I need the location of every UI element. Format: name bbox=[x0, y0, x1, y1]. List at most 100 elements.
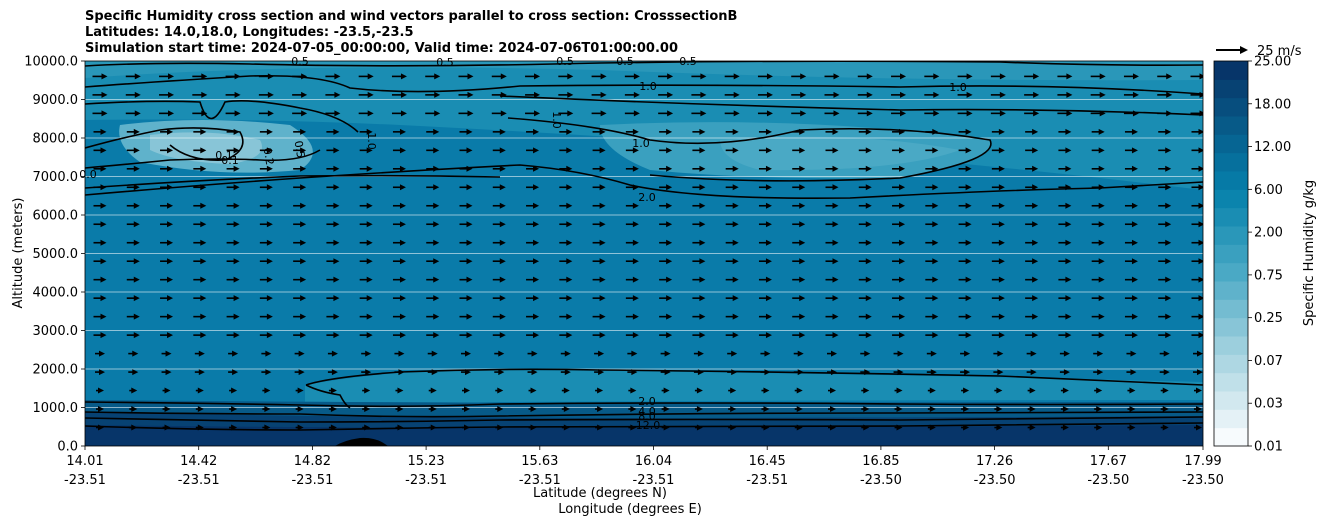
contour-label: 8.0 bbox=[638, 410, 656, 423]
wind-vector-arrow bbox=[1025, 128, 1039, 135]
wind-vector-arrow bbox=[526, 147, 540, 154]
wind-vector-arrow bbox=[161, 369, 172, 376]
wind-vector-arrow bbox=[558, 110, 574, 117]
wind-vector-arrow bbox=[462, 387, 470, 394]
wind-vector-arrow bbox=[326, 165, 340, 172]
wind-vector-arrow bbox=[825, 295, 839, 302]
wind-vector-arrow bbox=[193, 332, 207, 339]
chart-title-line-1: Specific Humidity cross section and wind… bbox=[85, 9, 738, 24]
wind-vector-arrow bbox=[125, 110, 141, 117]
wind-vector-arrow bbox=[1158, 147, 1172, 154]
wind-vector-arrow bbox=[991, 165, 1005, 172]
contour-label: 0.5 bbox=[291, 55, 309, 68]
wind-vector-arrow bbox=[591, 91, 607, 98]
wind-vector-arrow bbox=[1090, 91, 1106, 98]
wind-vector-arrow bbox=[461, 350, 471, 357]
wind-vector-arrow bbox=[492, 221, 506, 228]
wind-vector-arrow bbox=[526, 295, 540, 302]
wind-vector-arrow bbox=[295, 406, 304, 413]
wind-vector-arrow bbox=[526, 128, 540, 135]
wind-vector-arrow bbox=[891, 73, 907, 80]
wind-vector-arrow bbox=[894, 406, 903, 413]
x-tick-label-lat: 17.99 bbox=[1184, 454, 1221, 469]
wind-vector-arrow bbox=[362, 406, 371, 413]
wind-vector-arrow bbox=[426, 258, 440, 265]
wind-vector-arrow bbox=[128, 369, 139, 376]
contour-label: 4.0 bbox=[638, 405, 656, 418]
wind-vector-arrow bbox=[495, 387, 504, 394]
wind-vector-arrow bbox=[1060, 387, 1069, 394]
wind-vector-arrow bbox=[391, 110, 407, 117]
wind-vector-arrow bbox=[692, 295, 706, 302]
wind-vector-arrow bbox=[125, 91, 141, 98]
wind-vector-arrow bbox=[228, 350, 239, 357]
wind-vector-arrow bbox=[428, 424, 437, 431]
y-tick-label: 8000.0 bbox=[33, 132, 79, 147]
wind-vector-arrow bbox=[991, 221, 1005, 228]
wind-vector-arrow bbox=[294, 369, 305, 376]
x-tick-label-lon: -23.51 bbox=[64, 473, 106, 488]
humidity-band-dry-core bbox=[720, 136, 960, 171]
wind-vector-arrow bbox=[262, 387, 271, 394]
wind-vector-arrow bbox=[925, 184, 939, 191]
colorbar: 0.01 0.03 0.07 0.25 0.75 2.00 6.00 12.00 18.00 25… bbox=[1213, 55, 1291, 455]
wind-vector-arrow bbox=[592, 184, 606, 191]
wind-vector-arrow bbox=[1060, 406, 1069, 413]
wind-vector-arrow bbox=[229, 387, 238, 394]
wind-vector-arrow bbox=[160, 184, 174, 191]
wind-vector-arrow bbox=[692, 221, 706, 228]
wind-vector-arrow bbox=[1025, 239, 1039, 246]
wind-vector-arrow bbox=[325, 91, 341, 98]
wind-vector-arrow bbox=[1193, 350, 1203, 357]
wind-vector-arrow bbox=[1091, 332, 1105, 339]
wind-vector-arrow bbox=[193, 128, 207, 135]
wind-vector-arrow bbox=[225, 110, 241, 117]
wind-vector-arrow bbox=[1124, 313, 1138, 320]
wind-vector-arrow bbox=[958, 332, 972, 339]
wind-vector-arrow bbox=[659, 313, 673, 320]
wind-vector-arrow bbox=[427, 369, 438, 376]
wind-vector-arrow bbox=[958, 147, 972, 154]
wind-vector-arrow bbox=[494, 369, 505, 376]
wind-vector-arrow bbox=[527, 350, 538, 357]
wind-vector-arrow bbox=[526, 221, 540, 228]
colorbar-segment bbox=[1214, 79, 1248, 99]
colorbar-segment bbox=[1214, 226, 1248, 245]
wind-vector-arrow bbox=[259, 184, 273, 191]
wind-vector-arrow bbox=[492, 165, 506, 172]
wind-vector-arrow bbox=[728, 387, 737, 394]
wind-vector-arrow bbox=[659, 239, 673, 246]
wind-vector-arrow bbox=[392, 147, 406, 154]
wind-vector-arrow bbox=[459, 276, 473, 283]
wind-vector-arrow bbox=[991, 276, 1005, 283]
wind-vector-arrow bbox=[93, 313, 107, 320]
wind-vector-arrow bbox=[1158, 313, 1172, 320]
wind-vector-arrow bbox=[558, 73, 574, 80]
wind-vector-arrow bbox=[160, 128, 174, 135]
contour-label: 0.5 bbox=[436, 56, 454, 69]
y-tick-label: 3000.0 bbox=[33, 324, 79, 339]
contour-line-1-0-lower bbox=[85, 100, 359, 133]
wind-vector-arrow bbox=[295, 424, 304, 431]
wind-vector-arrow bbox=[92, 91, 108, 98]
wind-vector-arrow bbox=[226, 147, 240, 154]
wind-vector-arrow bbox=[1025, 313, 1039, 320]
wind-vector-arrow bbox=[661, 424, 670, 431]
wind-vector-arrow bbox=[459, 165, 473, 172]
wind-vector-arrow bbox=[591, 73, 607, 80]
wind-vector-arrow bbox=[827, 369, 837, 376]
wind-vector-arrow bbox=[326, 258, 340, 265]
wind-vector-arrow bbox=[1123, 110, 1139, 117]
wind-vector-arrow bbox=[958, 221, 972, 228]
wind-vector-arrow bbox=[93, 202, 107, 209]
wind-vector-arrow bbox=[359, 165, 373, 172]
wind-vector-arrow bbox=[893, 369, 904, 376]
wind-vector-arrow bbox=[858, 184, 872, 191]
wind-vector-arrow bbox=[757, 73, 773, 80]
wind-vector-arrow bbox=[459, 239, 473, 246]
wind-vector-arrow bbox=[724, 73, 740, 80]
wind-vector-arrow bbox=[459, 332, 473, 339]
wind-vector-arrow bbox=[1160, 406, 1169, 413]
wind-vector-arrow bbox=[492, 184, 506, 191]
colorbar-segment bbox=[1214, 189, 1248, 209]
